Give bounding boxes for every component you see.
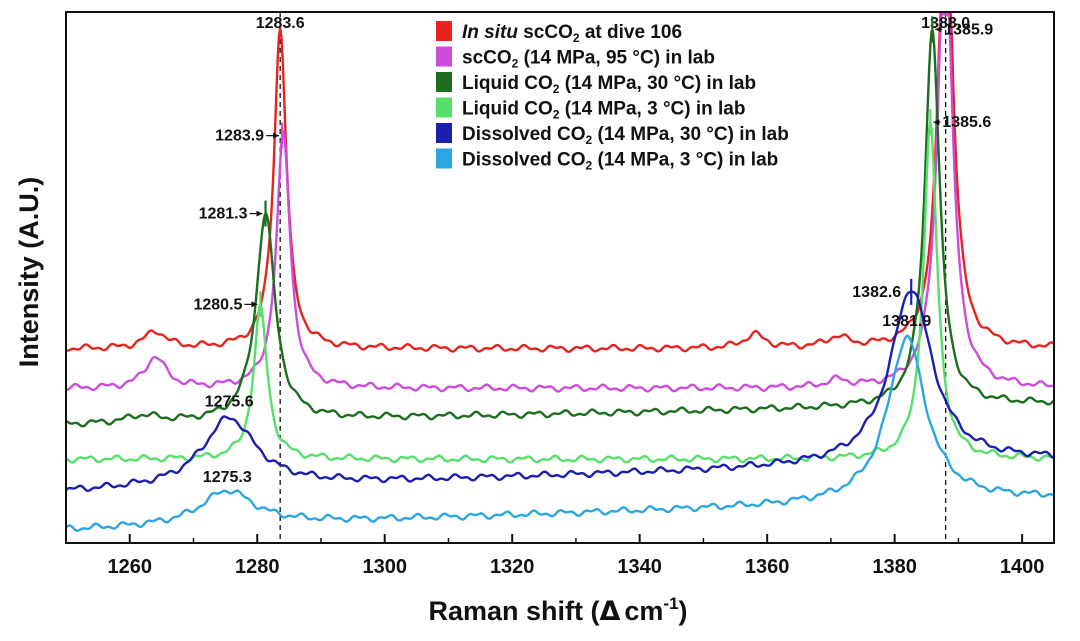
x-tick-label-1: 1280 xyxy=(235,556,280,578)
legend-label-5: Dissolved CO2 (14 MPa, 3 °C) in lab xyxy=(462,150,778,173)
y-axis-title: Intensity (A.U.) xyxy=(14,177,44,368)
legend-swatch-2 xyxy=(436,72,452,92)
x-tick-label-3: 1320 xyxy=(490,556,535,578)
axes: 1260 1280 1300 1320 1340 1360 1380 1400 xyxy=(65,11,1055,578)
peak-arrowhead-4 xyxy=(935,26,942,33)
legend-label-2: Liquid CO2 (14 MPa, 30 °C) in lab xyxy=(462,73,756,96)
legend-label-0: In situ scCO2 at dive 106 xyxy=(462,22,682,45)
spectra-series xyxy=(65,12,1055,532)
peak-label-6: 1385.6 xyxy=(942,114,991,131)
legend: In situ scCO2 at dive 106 scCO2 (14 MPa, … xyxy=(436,21,789,173)
peak-label-8: 1382.6 xyxy=(852,284,901,301)
peak-arrowhead-6 xyxy=(933,119,940,126)
series-line-2 xyxy=(65,30,1055,428)
x-tick-label-2: 1300 xyxy=(362,556,407,578)
peak-label-9: 1275.6 xyxy=(205,394,254,411)
legend-label-3: Liquid CO2 (14 MPa, 3 °C) in lab xyxy=(462,99,745,122)
peak-label-10: 1381.9 xyxy=(882,313,931,330)
peak-labels: 1388.01283.61387.71283.91385.91281.31385… xyxy=(193,15,993,486)
series-line-3 xyxy=(65,121,1055,464)
x-tick-label-4: 1340 xyxy=(617,556,662,578)
peak-label-5: 1281.3 xyxy=(199,206,248,223)
peak-arrowhead-3 xyxy=(273,132,280,139)
series-line-0 xyxy=(65,12,1055,354)
series-line-5 xyxy=(65,334,1055,532)
x-tick-label-5: 1360 xyxy=(745,556,790,578)
series-line-4 xyxy=(65,290,1055,493)
peak-label-4: 1385.9 xyxy=(944,21,993,38)
x-tick-label-6: 1380 xyxy=(872,556,917,578)
legend-label-1: scCO2 (14 MPa, 95 °C) in lab xyxy=(462,48,715,71)
legend-swatch-5 xyxy=(436,148,452,169)
peak-label-1: 1283.6 xyxy=(256,15,305,32)
peak-label-7: 1280.5 xyxy=(193,296,242,313)
legend-swatch-3 xyxy=(436,97,452,118)
legend-label-4: Dissolved CO2 (14 MPa, 30 °C) in lab xyxy=(462,124,789,147)
peak-arrowhead-7 xyxy=(251,301,258,308)
x-axis-title: Raman shift (Δ cm-1) xyxy=(428,594,687,627)
x-tick-label-7: 1400 xyxy=(1000,556,1045,578)
legend-swatch-4 xyxy=(436,123,452,143)
series-line-1 xyxy=(65,12,1055,393)
peak-label-0: 1388.0 xyxy=(921,15,970,32)
plot-frame xyxy=(65,11,1055,544)
x-tick-label-0: 1260 xyxy=(107,556,152,578)
peak-arrowhead-5 xyxy=(256,210,263,217)
legend-swatch-1 xyxy=(436,46,452,67)
legend-swatch-0 xyxy=(436,21,452,41)
peak-label-11: 1275.3 xyxy=(203,469,252,486)
peak-label-3: 1283.9 xyxy=(215,128,264,145)
